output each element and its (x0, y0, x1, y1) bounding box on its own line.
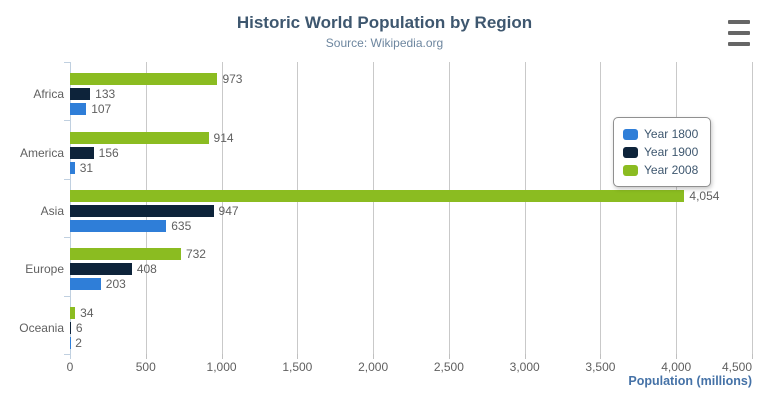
bar-value-label: 4,054 (689, 189, 720, 203)
y-axis-tick (64, 62, 70, 63)
bar-asia-year-2008[interactable] (70, 190, 685, 202)
bar-asia-year-1900[interactable] (70, 205, 214, 217)
bar-oceania-year-2008[interactable] (70, 306, 76, 319)
bar-value-label: 107 (91, 102, 112, 117)
gridline (373, 62, 375, 354)
bar-america-year-1900[interactable] (70, 146, 94, 159)
bar-value-label: 34 (80, 305, 94, 320)
x-axis-tick (70, 354, 71, 359)
gridline (676, 62, 678, 354)
bar-value-label: 408 (136, 262, 157, 277)
legend-label: Year 2008 (644, 163, 699, 177)
x-axis-tick (600, 354, 602, 359)
x-axis-tick (297, 354, 299, 359)
category-label-america: America (19, 145, 64, 160)
chart-subtitle: Source: Wikipedia.org (325, 36, 444, 50)
y-axis-tick (64, 295, 70, 297)
x-axis-label: 500 (135, 360, 156, 374)
legend: Year 1800 Year 1900 Year 2008 (613, 117, 712, 187)
x-axis-tick (145, 354, 147, 359)
legend-symbol (623, 146, 638, 158)
bar-value-label: 947 (218, 204, 239, 218)
legend-label: Year 1800 (644, 127, 699, 141)
x-axis-tick (752, 354, 753, 359)
x-axis-label: 2,000 (358, 360, 389, 374)
hamburger-bar (728, 20, 750, 24)
y-axis-tick (64, 237, 70, 239)
bar-oceania-year-1900[interactable] (70, 321, 71, 334)
bar-africa-year-1900[interactable] (70, 88, 91, 101)
x-axis-label: 0 (66, 360, 74, 374)
category-label-asia: Asia (40, 204, 64, 218)
bar-value-label: 156 (98, 145, 119, 160)
bar-africa-year-2008[interactable] (70, 73, 218, 86)
legend-label: Year 1900 (644, 145, 699, 159)
gridline (221, 62, 223, 354)
legend-symbol (623, 164, 638, 176)
x-axis-label: 3,000 (509, 360, 540, 374)
legend-item-year-1900[interactable]: Year 1900 (623, 143, 698, 161)
bar-value-label: 6 (75, 320, 83, 335)
x-axis-tick (524, 354, 526, 359)
bar-value-label: 635 (171, 219, 192, 233)
x-axis-title: Population (millions) (628, 374, 752, 388)
x-axis-tick (221, 354, 223, 359)
legend-item-year-1800[interactable]: Year 1800 (623, 125, 698, 143)
x-axis-label: 1,000 (206, 360, 237, 374)
bar-value-label: 203 (105, 277, 126, 292)
chart-title: Historic World Population by Region (236, 13, 533, 32)
x-axis-label: 3,500 (585, 360, 616, 374)
gridline (600, 62, 602, 354)
gridline (752, 62, 753, 354)
y-axis-tick (64, 120, 70, 122)
bar-asia-year-1800[interactable] (70, 220, 167, 232)
bar-value-label: 973 (222, 72, 243, 87)
x-axis-label: 2,500 (433, 360, 464, 374)
category-label-oceania: Oceania (19, 320, 64, 335)
bar-europe-year-1800[interactable] (70, 278, 101, 291)
category-label-africa: Africa (33, 87, 64, 102)
y-axis-tick (64, 354, 70, 355)
bar-america-year-2008[interactable] (70, 131, 209, 144)
category-label-europe: Europe (25, 262, 64, 277)
hamburger-icon[interactable] (728, 20, 750, 46)
plot-area: 973 133 107 914 156 31 4,054 947 635 732 408 203 34 6… (70, 62, 753, 354)
bar-value-label: 2 (75, 335, 82, 350)
x-axis-tick (373, 354, 375, 359)
gridline (297, 62, 299, 354)
legend-symbol (623, 128, 638, 140)
bar-europe-year-1900[interactable] (70, 263, 132, 276)
bar-value-label: 732 (185, 247, 206, 262)
x-axis-label: 1,500 (282, 360, 313, 374)
bar-value-label: 31 (79, 160, 94, 175)
x-axis-tick (448, 354, 450, 359)
legend-item-year-2008[interactable]: Year 2008 (623, 161, 698, 179)
bar-america-year-1800[interactable] (70, 161, 75, 174)
bar-value-label: 914 (213, 130, 234, 145)
gridline (448, 62, 450, 354)
gridline (524, 62, 526, 354)
hamburger-bar (728, 31, 750, 35)
bar-value-label: 133 (95, 87, 116, 102)
x-axis-label: 4,500 (721, 360, 752, 374)
x-axis-tick (676, 354, 678, 359)
bar-europe-year-2008[interactable] (70, 248, 181, 261)
x-axis-label: 4,000 (661, 360, 692, 374)
bar-africa-year-1800[interactable] (70, 103, 87, 116)
y-axis-tick (64, 178, 70, 180)
hamburger-bar (728, 42, 750, 46)
